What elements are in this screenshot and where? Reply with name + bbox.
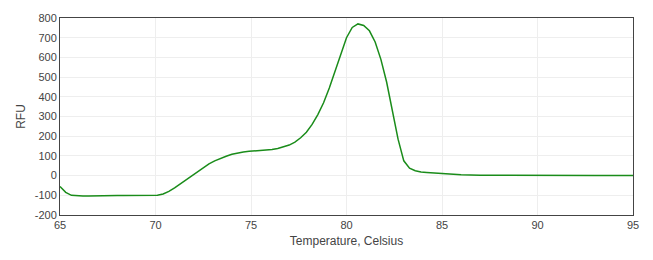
svg-text:Temperature, Celsius: Temperature, Celsius	[290, 234, 403, 248]
svg-text:700: 700	[38, 32, 56, 44]
svg-text:90: 90	[531, 219, 543, 231]
svg-text:RFU: RFU	[14, 104, 28, 129]
svg-text:65: 65	[54, 219, 66, 231]
svg-text:800: 800	[38, 12, 56, 24]
svg-text:70: 70	[149, 219, 161, 231]
svg-text:-100: -100	[35, 189, 57, 201]
svg-text:0: 0	[51, 169, 57, 181]
svg-text:300: 300	[38, 110, 56, 122]
svg-text:95: 95	[627, 219, 639, 231]
svg-text:400: 400	[38, 91, 56, 103]
svg-text:-200: -200	[35, 209, 57, 221]
svg-text:75: 75	[245, 219, 257, 231]
svg-text:80: 80	[340, 219, 352, 231]
svg-text:200: 200	[38, 130, 56, 142]
svg-text:85: 85	[436, 219, 448, 231]
svg-text:500: 500	[38, 71, 56, 83]
svg-text:600: 600	[38, 51, 56, 63]
svg-text:100: 100	[38, 150, 56, 162]
